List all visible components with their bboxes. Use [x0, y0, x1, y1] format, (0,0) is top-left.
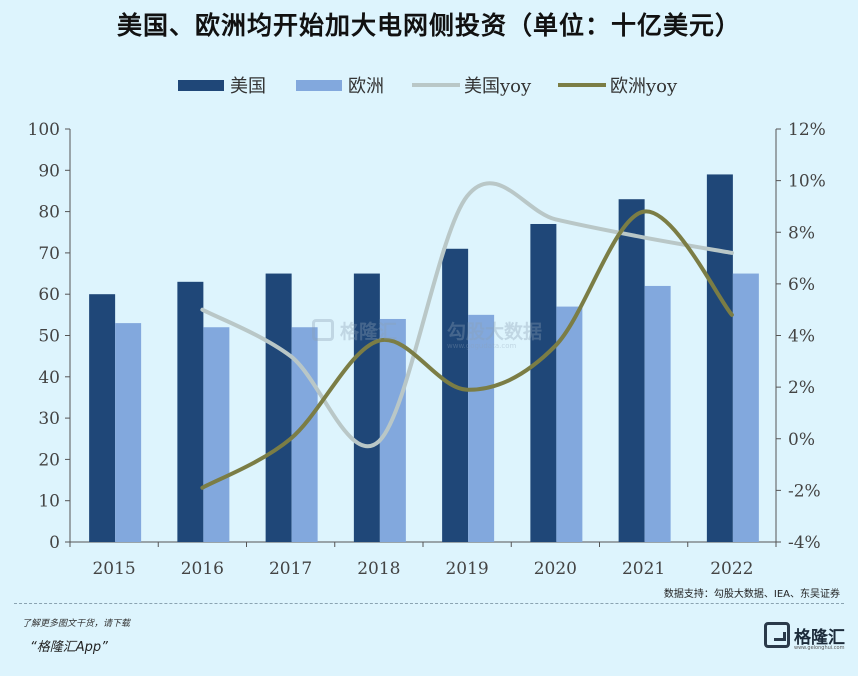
y-left-tick-label: 30 — [38, 409, 60, 429]
legend-label: 欧洲 — [348, 76, 384, 97]
x-tick-label: 2020 — [534, 559, 577, 579]
bars — [89, 174, 759, 543]
promo-text: 了解更多图文干货，请下载 — [22, 619, 131, 629]
bar-eu — [203, 327, 230, 542]
chart-title: 美国、欧洲均开始加大电网侧投资（单位：十亿美元） — [116, 11, 741, 40]
y-right-tick-label: 6% — [788, 275, 815, 295]
app-name: “格隆汇App” — [30, 640, 108, 655]
x-tick-label: 2018 — [357, 559, 400, 579]
y-left-tick-label: 50 — [38, 327, 60, 347]
y-left-tick-label: 80 — [38, 203, 60, 223]
bar-eu — [468, 314, 495, 542]
y-left-tick-label: 20 — [38, 450, 60, 470]
bar-us — [706, 174, 733, 542]
brand[interactable]: 格隆汇 www.gelonghui.com — [764, 620, 845, 652]
legend-swatch — [178, 80, 224, 91]
chart: 美国 欧洲 美国yoy 欧洲yoy 0 10 20 30 40 50 60 70 80 90 100 -4%… — [28, 76, 826, 579]
y-right-tick-label: 10% — [788, 172, 826, 192]
bar-eu — [644, 285, 671, 542]
bar-eu — [379, 318, 406, 542]
bar-us — [353, 273, 380, 542]
y-right-tick-label: 2% — [788, 378, 815, 398]
x-tick-label: 2022 — [710, 559, 753, 579]
x-tick-label: 2021 — [622, 559, 665, 579]
x-tick-label: 2016 — [181, 559, 224, 579]
bar-us — [265, 273, 292, 542]
line-us-yoy — [200, 181, 734, 449]
legend-label: 美国yoy — [464, 76, 532, 97]
y-left-tick-label: 60 — [38, 285, 60, 305]
bar-eu — [556, 306, 583, 542]
x-tick-label: 2019 — [445, 559, 488, 579]
lines — [200, 181, 734, 490]
brand-url: www.gelonghui.com — [794, 645, 845, 651]
bar-eu — [115, 323, 142, 542]
y-left-tick-label: 10 — [38, 492, 60, 512]
bar-us — [177, 281, 204, 542]
y-left-tick-label: 90 — [38, 161, 60, 181]
bar-eu — [732, 273, 759, 542]
bar-us — [442, 248, 469, 542]
y-right-tick-label: -4% — [788, 533, 821, 553]
y-left-tick-label: 0 — [49, 533, 60, 553]
brand-name: 格隆汇 — [794, 628, 845, 648]
legend-label: 欧洲yoy — [610, 76, 678, 97]
divider — [14, 603, 844, 604]
y-left-tick-label: 40 — [38, 368, 60, 388]
bar-us — [89, 294, 116, 542]
legend: 美国 欧洲 美国yoy 欧洲yoy — [178, 76, 678, 97]
x-tick-label: 2017 — [269, 559, 312, 579]
bar-us — [618, 199, 645, 542]
legend-swatch — [296, 80, 342, 91]
y-left-tick-label: 70 — [38, 244, 60, 264]
brand-logo-icon — [764, 622, 790, 648]
bar-us — [530, 223, 557, 543]
x-tick-label: 2015 — [92, 559, 135, 579]
y-right-tick-label: 12% — [788, 120, 826, 140]
y-right-tick-label: -2% — [788, 481, 821, 501]
y-right-tick-label: 8% — [788, 223, 815, 243]
legend-label: 美国 — [230, 76, 266, 97]
y-right-tick-label: 4% — [788, 327, 815, 347]
source-note: 数据支持：勾股大数据、IEA、东吴证券 — [663, 589, 840, 600]
y-left-tick-label: 100 — [28, 120, 60, 140]
y-right-tick-label: 0% — [788, 430, 815, 450]
axes: 0 10 20 30 40 50 60 70 80 90 100 -4% -2% 0% 2% 4% 6% 8% 10… — [28, 120, 826, 579]
